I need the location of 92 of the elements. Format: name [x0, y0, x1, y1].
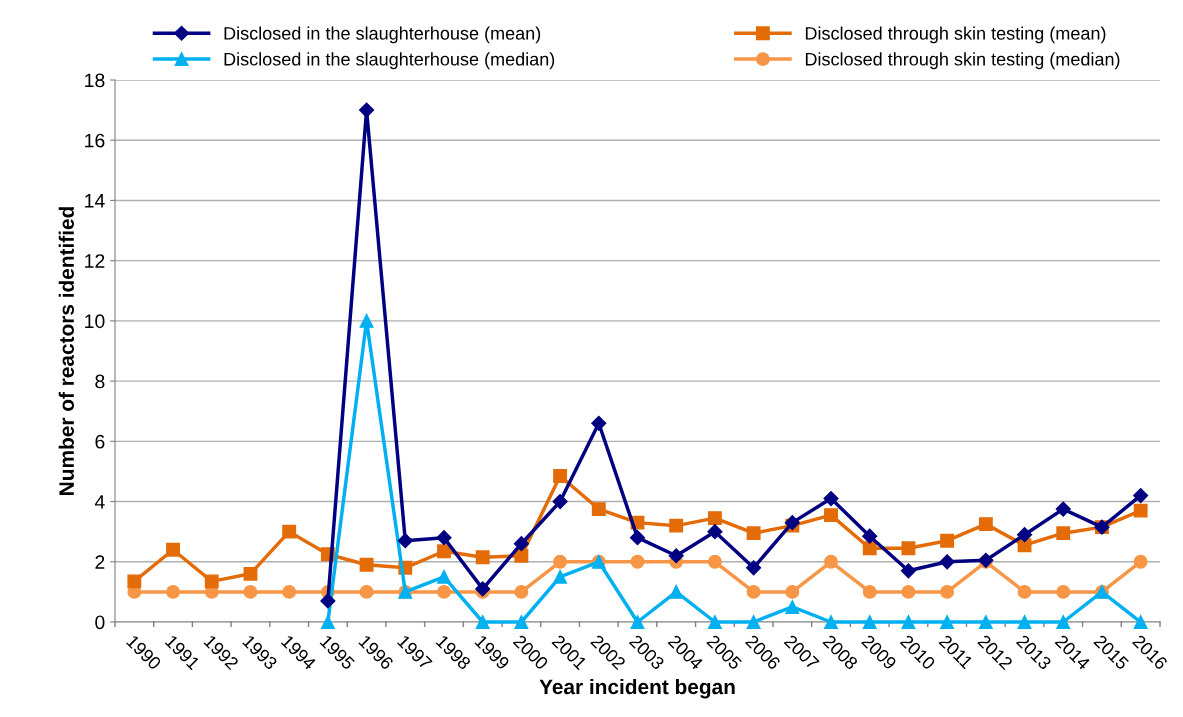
point [437, 569, 451, 584]
point [824, 508, 838, 523]
point [824, 554, 838, 569]
point [939, 554, 955, 570]
point [862, 615, 877, 629]
point [746, 615, 761, 629]
point [282, 584, 297, 599]
point [1056, 584, 1071, 599]
point [397, 533, 413, 549]
point [1133, 615, 1148, 629]
point [553, 469, 568, 483]
point [940, 615, 955, 629]
point [1133, 487, 1149, 504]
point [1016, 527, 1033, 543]
point [437, 584, 451, 599]
y-tick-label: 10 [85, 314, 105, 329]
y-tick-label: 12 [85, 254, 105, 268]
y-tick-label: 14 [85, 194, 105, 208]
point [629, 530, 646, 546]
point [166, 584, 181, 599]
legend-label: Disclosed in the slaughterhouse (median) [224, 52, 555, 70]
point [746, 560, 762, 576]
point [1056, 615, 1071, 629]
point [785, 584, 800, 599]
point [1017, 615, 1032, 629]
point [707, 524, 723, 540]
point [630, 615, 645, 629]
point [940, 584, 955, 599]
point [1055, 501, 1071, 517]
legend-label: Disclosed through skin testing (median) [805, 52, 1120, 70]
point [901, 615, 916, 629]
y-tick-label: 0 [95, 615, 105, 630]
point [862, 528, 878, 544]
point [668, 548, 684, 564]
point [359, 102, 375, 118]
x-axis-title: Year incident began [539, 678, 735, 699]
point [359, 313, 374, 328]
legend-label: Disclosed through skin testing (mean) [805, 26, 1106, 44]
point [669, 584, 684, 599]
point [475, 615, 490, 629]
point [940, 533, 955, 548]
point [282, 524, 297, 539]
point [669, 518, 684, 533]
point [785, 599, 800, 614]
point [166, 542, 181, 557]
y-tick-label: 6 [95, 434, 105, 449]
point [475, 550, 490, 565]
point [437, 544, 451, 559]
point [901, 541, 916, 556]
y-tick-label: 16 [85, 133, 105, 148]
y-tick-label: 2 [95, 555, 105, 569]
point [359, 584, 374, 599]
point [901, 584, 916, 599]
point [978, 615, 993, 629]
point [436, 530, 452, 546]
point [1056, 526, 1071, 541]
point [553, 554, 568, 569]
point [591, 415, 607, 431]
legend-label: Disclosed in the slaughterhouse (mean) [224, 26, 541, 44]
y-axis-title: Number of reactors identified [58, 207, 74, 495]
point [630, 554, 645, 569]
y-tick-label: 18 [85, 73, 105, 88]
point [746, 584, 761, 599]
point [320, 593, 336, 609]
point [552, 493, 568, 510]
point [1133, 554, 1148, 569]
point [127, 574, 142, 589]
point [553, 569, 568, 584]
point [707, 511, 722, 526]
point [591, 502, 606, 517]
point [514, 548, 529, 563]
point [900, 563, 916, 579]
point [243, 584, 258, 599]
point [978, 517, 993, 532]
point [824, 615, 838, 629]
y-tick-label: 8 [95, 374, 105, 389]
point [862, 584, 877, 599]
point [514, 584, 529, 599]
point [746, 526, 761, 541]
point [243, 566, 258, 581]
y-tick-label: 4 [94, 495, 105, 509]
point [862, 541, 877, 556]
point [823, 490, 839, 507]
point [359, 557, 374, 572]
point [707, 615, 722, 629]
point [204, 574, 219, 589]
point [514, 615, 529, 629]
point [513, 536, 529, 552]
point [707, 554, 722, 569]
point [1133, 503, 1148, 518]
point [1017, 584, 1032, 599]
point [320, 615, 335, 629]
